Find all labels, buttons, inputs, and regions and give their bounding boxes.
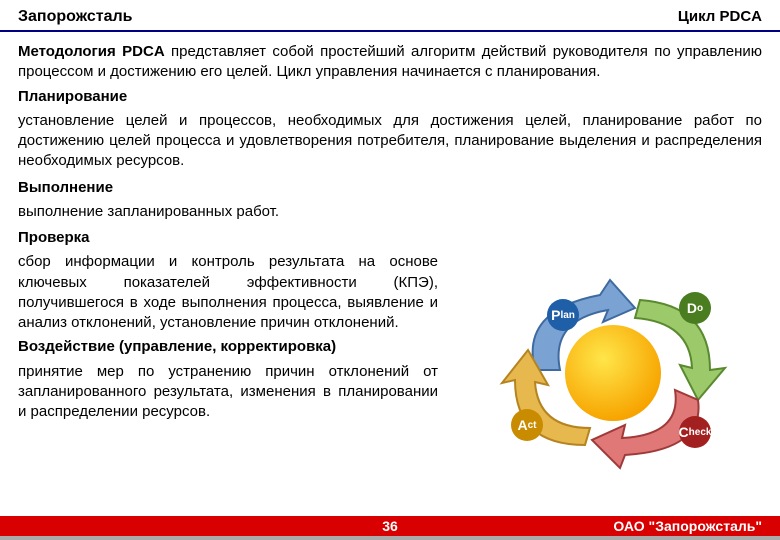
page-number: 36 bbox=[382, 516, 398, 536]
pdca-diagram: Plan Do Check Act bbox=[460, 260, 750, 470]
intro-bold: Методология PDCA bbox=[18, 43, 165, 60]
intro-section: Методология PDCA представляет собой прос… bbox=[18, 42, 762, 172]
slide-footer: 36 ОАО "Запорожсталь" bbox=[0, 514, 780, 540]
header-title: Цикл PDCA bbox=[678, 8, 762, 25]
footer-accent bbox=[0, 536, 780, 540]
plan-text: установление целей и процессов, необходи… bbox=[18, 111, 762, 172]
act-text: принятие мер по устранению причин отклон… bbox=[18, 362, 438, 423]
check-title: Проверка bbox=[18, 228, 438, 248]
plan-title: Планирование bbox=[18, 87, 762, 107]
do-title: Выполнение bbox=[18, 178, 762, 198]
act-title: Воздействие (управление, корректировка) bbox=[18, 337, 438, 357]
cycle-center-icon bbox=[565, 325, 661, 421]
badge-do: Do bbox=[679, 292, 711, 324]
badge-plan: Plan bbox=[547, 299, 579, 331]
badge-act: Act bbox=[511, 409, 543, 441]
do-section: Выполнение выполнение запланированных ра… bbox=[18, 178, 762, 223]
do-text: выполнение запланированных работ. bbox=[18, 202, 762, 222]
header-company: Запорожсталь bbox=[18, 8, 132, 26]
footer-company: ОАО "Запорожсталь" bbox=[613, 516, 762, 536]
slide-header: Запорожсталь Цикл PDCA bbox=[0, 0, 780, 32]
check-text: сбор информации и контроль результата на… bbox=[18, 252, 438, 333]
check-act-section: Проверка сбор информации и контроль резу… bbox=[18, 228, 438, 422]
